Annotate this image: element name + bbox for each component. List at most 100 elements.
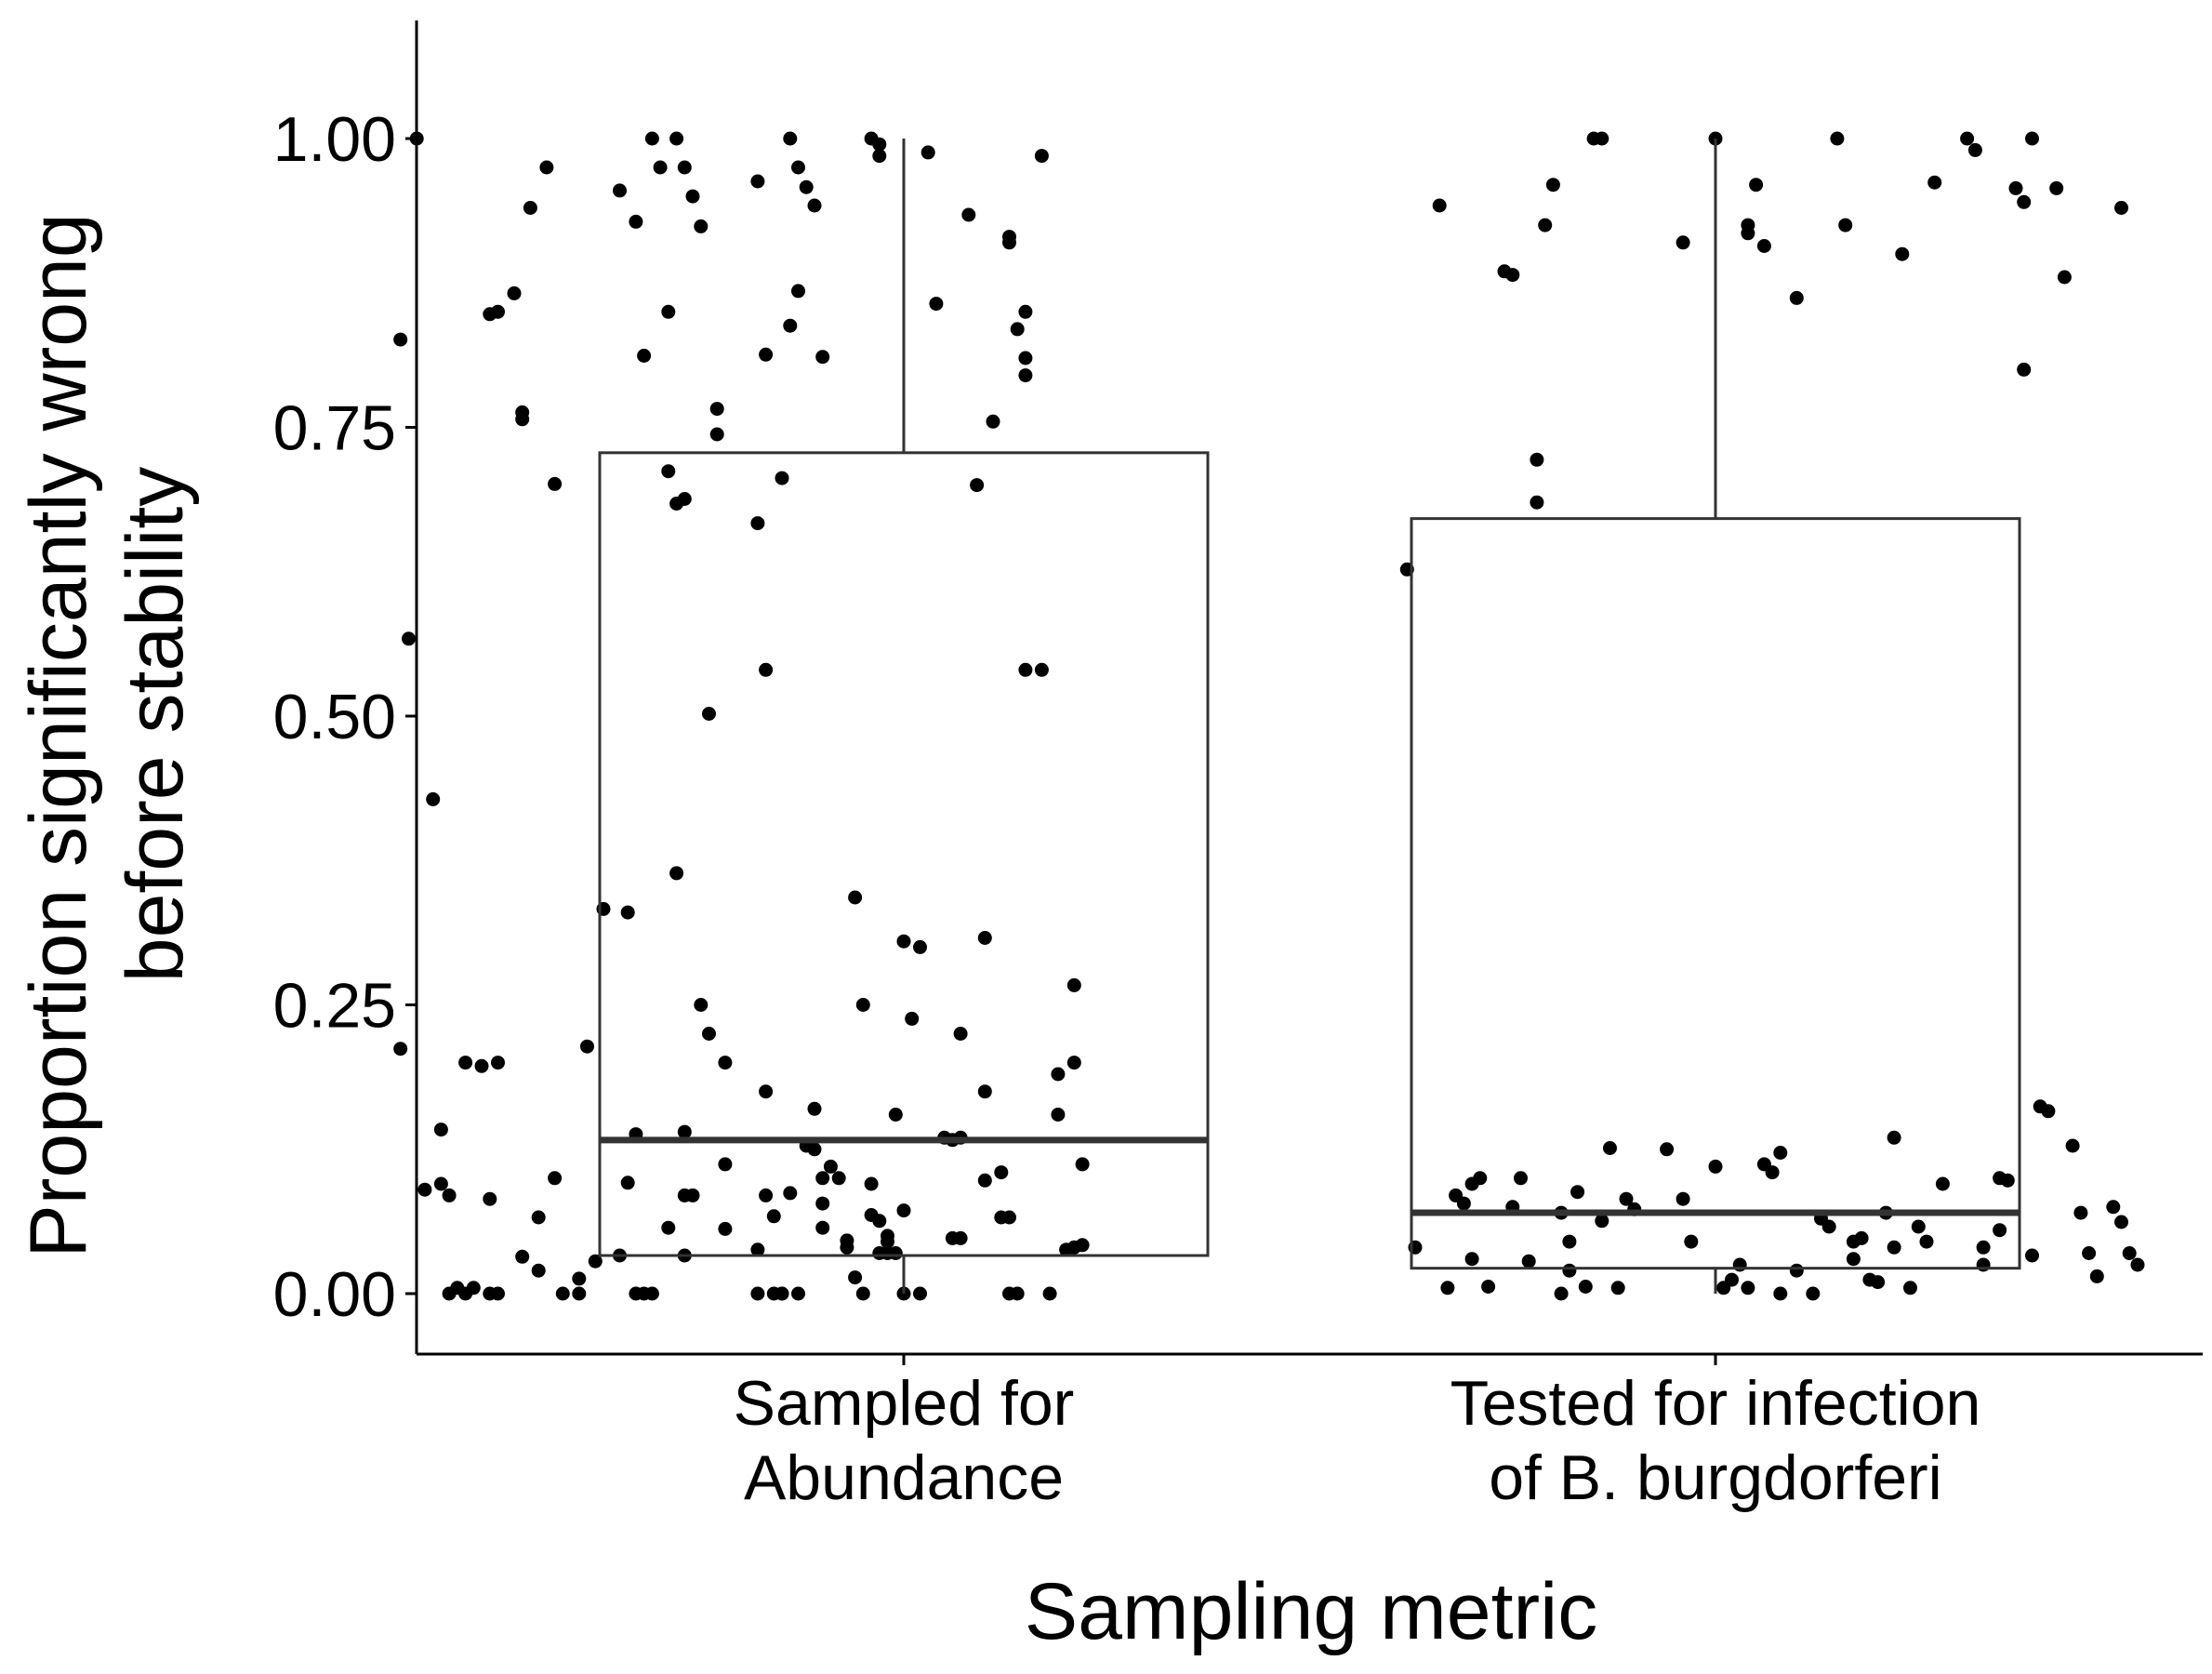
data-point xyxy=(637,349,652,363)
data-point xyxy=(1034,662,1049,677)
data-point xyxy=(1521,1254,1536,1269)
data-point xyxy=(515,412,530,427)
data-point xyxy=(1051,1067,1066,1082)
data-point xyxy=(872,137,887,152)
data-point xyxy=(1473,1171,1488,1186)
data-point xyxy=(402,631,416,646)
data-point xyxy=(1887,1130,1901,1145)
data-point xyxy=(1708,1159,1723,1174)
data-point xyxy=(1562,1263,1577,1278)
data-point xyxy=(896,1203,911,1218)
data-point xyxy=(929,297,944,312)
data-point xyxy=(709,402,724,417)
data-point xyxy=(815,1171,830,1186)
data-point xyxy=(677,160,692,175)
data-point xyxy=(1010,322,1025,337)
data-point xyxy=(1456,1196,1471,1211)
data-point xyxy=(1432,198,1447,213)
data-point xyxy=(2073,1205,2088,1220)
data-point xyxy=(661,304,676,319)
data-point xyxy=(840,1240,854,1255)
boxes xyxy=(598,139,2021,1294)
data-point xyxy=(1018,351,1033,365)
data-point xyxy=(2065,1138,2080,1153)
data-point xyxy=(1018,368,1033,383)
data-point xyxy=(1789,290,1804,305)
data-point xyxy=(629,214,643,229)
data-point xyxy=(572,1271,587,1286)
data-point xyxy=(539,160,554,175)
data-point xyxy=(1075,1157,1090,1172)
data-point xyxy=(613,183,627,198)
data-point xyxy=(807,1101,822,1116)
data-point xyxy=(750,1242,765,1257)
box-1 xyxy=(598,139,1210,1294)
data-point xyxy=(694,998,709,1012)
data-point xyxy=(669,131,684,146)
data-point xyxy=(2000,1173,2015,1188)
x-ticks: Sampled for Abundance Tested for infection… xyxy=(734,1354,1981,1513)
data-point xyxy=(1578,1280,1593,1294)
data-point xyxy=(1919,1234,1934,1249)
data-point xyxy=(1570,1185,1585,1200)
box-2 xyxy=(1410,139,2021,1294)
data-point xyxy=(1676,1191,1690,1206)
data-point xyxy=(1610,1281,1625,1295)
data-point xyxy=(2025,131,2039,146)
y-tick-label: 0.25 xyxy=(273,971,396,1042)
data-point xyxy=(783,131,798,146)
iqr-box xyxy=(1410,517,2021,1270)
data-point xyxy=(1765,1165,1780,1180)
data-point xyxy=(799,179,814,194)
data-point xyxy=(759,662,774,677)
data-point xyxy=(750,516,765,531)
data-point xyxy=(1806,1286,1821,1301)
data-point xyxy=(815,1196,830,1211)
data-point xyxy=(433,1176,448,1191)
data-point xyxy=(2130,1257,2145,1272)
data-point xyxy=(548,476,563,491)
data-point xyxy=(2114,1215,2128,1229)
data-point xyxy=(1756,239,1771,253)
data-point xyxy=(848,1270,863,1285)
data-point xyxy=(1993,1223,2007,1238)
data-point xyxy=(1660,1142,1675,1157)
data-point xyxy=(815,350,830,365)
x-tick-label: Tested for infection of B. burgdorferi xyxy=(1450,1368,1981,1513)
data-point xyxy=(1595,131,1609,146)
data-point xyxy=(888,1246,903,1260)
data-point xyxy=(977,1084,992,1099)
data-point xyxy=(1603,1141,1617,1155)
data-point xyxy=(1895,246,1910,261)
jitter-points xyxy=(393,131,2145,1301)
data-point xyxy=(1725,1272,1739,1287)
data-point xyxy=(1002,1210,1016,1225)
data-point xyxy=(759,1188,774,1202)
data-point xyxy=(1051,1108,1066,1122)
data-point xyxy=(1684,1234,1699,1249)
data-point xyxy=(1619,1191,1634,1206)
data-point xyxy=(417,1182,432,1197)
data-point xyxy=(1871,1275,1886,1290)
data-point xyxy=(953,1230,968,1245)
data-point xyxy=(491,1056,505,1070)
data-point xyxy=(815,1220,830,1235)
data-point xyxy=(2025,1248,2039,1263)
data-point xyxy=(2114,201,2128,215)
data-point xyxy=(896,934,911,949)
y-ticks: 0.00 0.25 0.50 0.75 1.00 xyxy=(273,104,417,1330)
x-tick-label: Sampled for Abundance xyxy=(734,1368,1075,1513)
data-point xyxy=(1538,218,1553,232)
x-tick-label-line: Tested for infection xyxy=(1450,1368,1981,1439)
x-tick-label-line: Abundance xyxy=(744,1442,1064,1513)
data-point xyxy=(1789,1263,1804,1278)
axes xyxy=(415,20,2203,1356)
data-point xyxy=(759,347,774,362)
y-axis-title-line-1: Proportion significantly wrong xyxy=(14,213,103,1257)
data-point xyxy=(433,1123,448,1137)
data-point xyxy=(1440,1281,1455,1295)
data-point xyxy=(791,284,805,299)
data-point xyxy=(2017,362,2032,377)
data-point xyxy=(458,1056,473,1070)
data-point xyxy=(1830,131,1845,146)
